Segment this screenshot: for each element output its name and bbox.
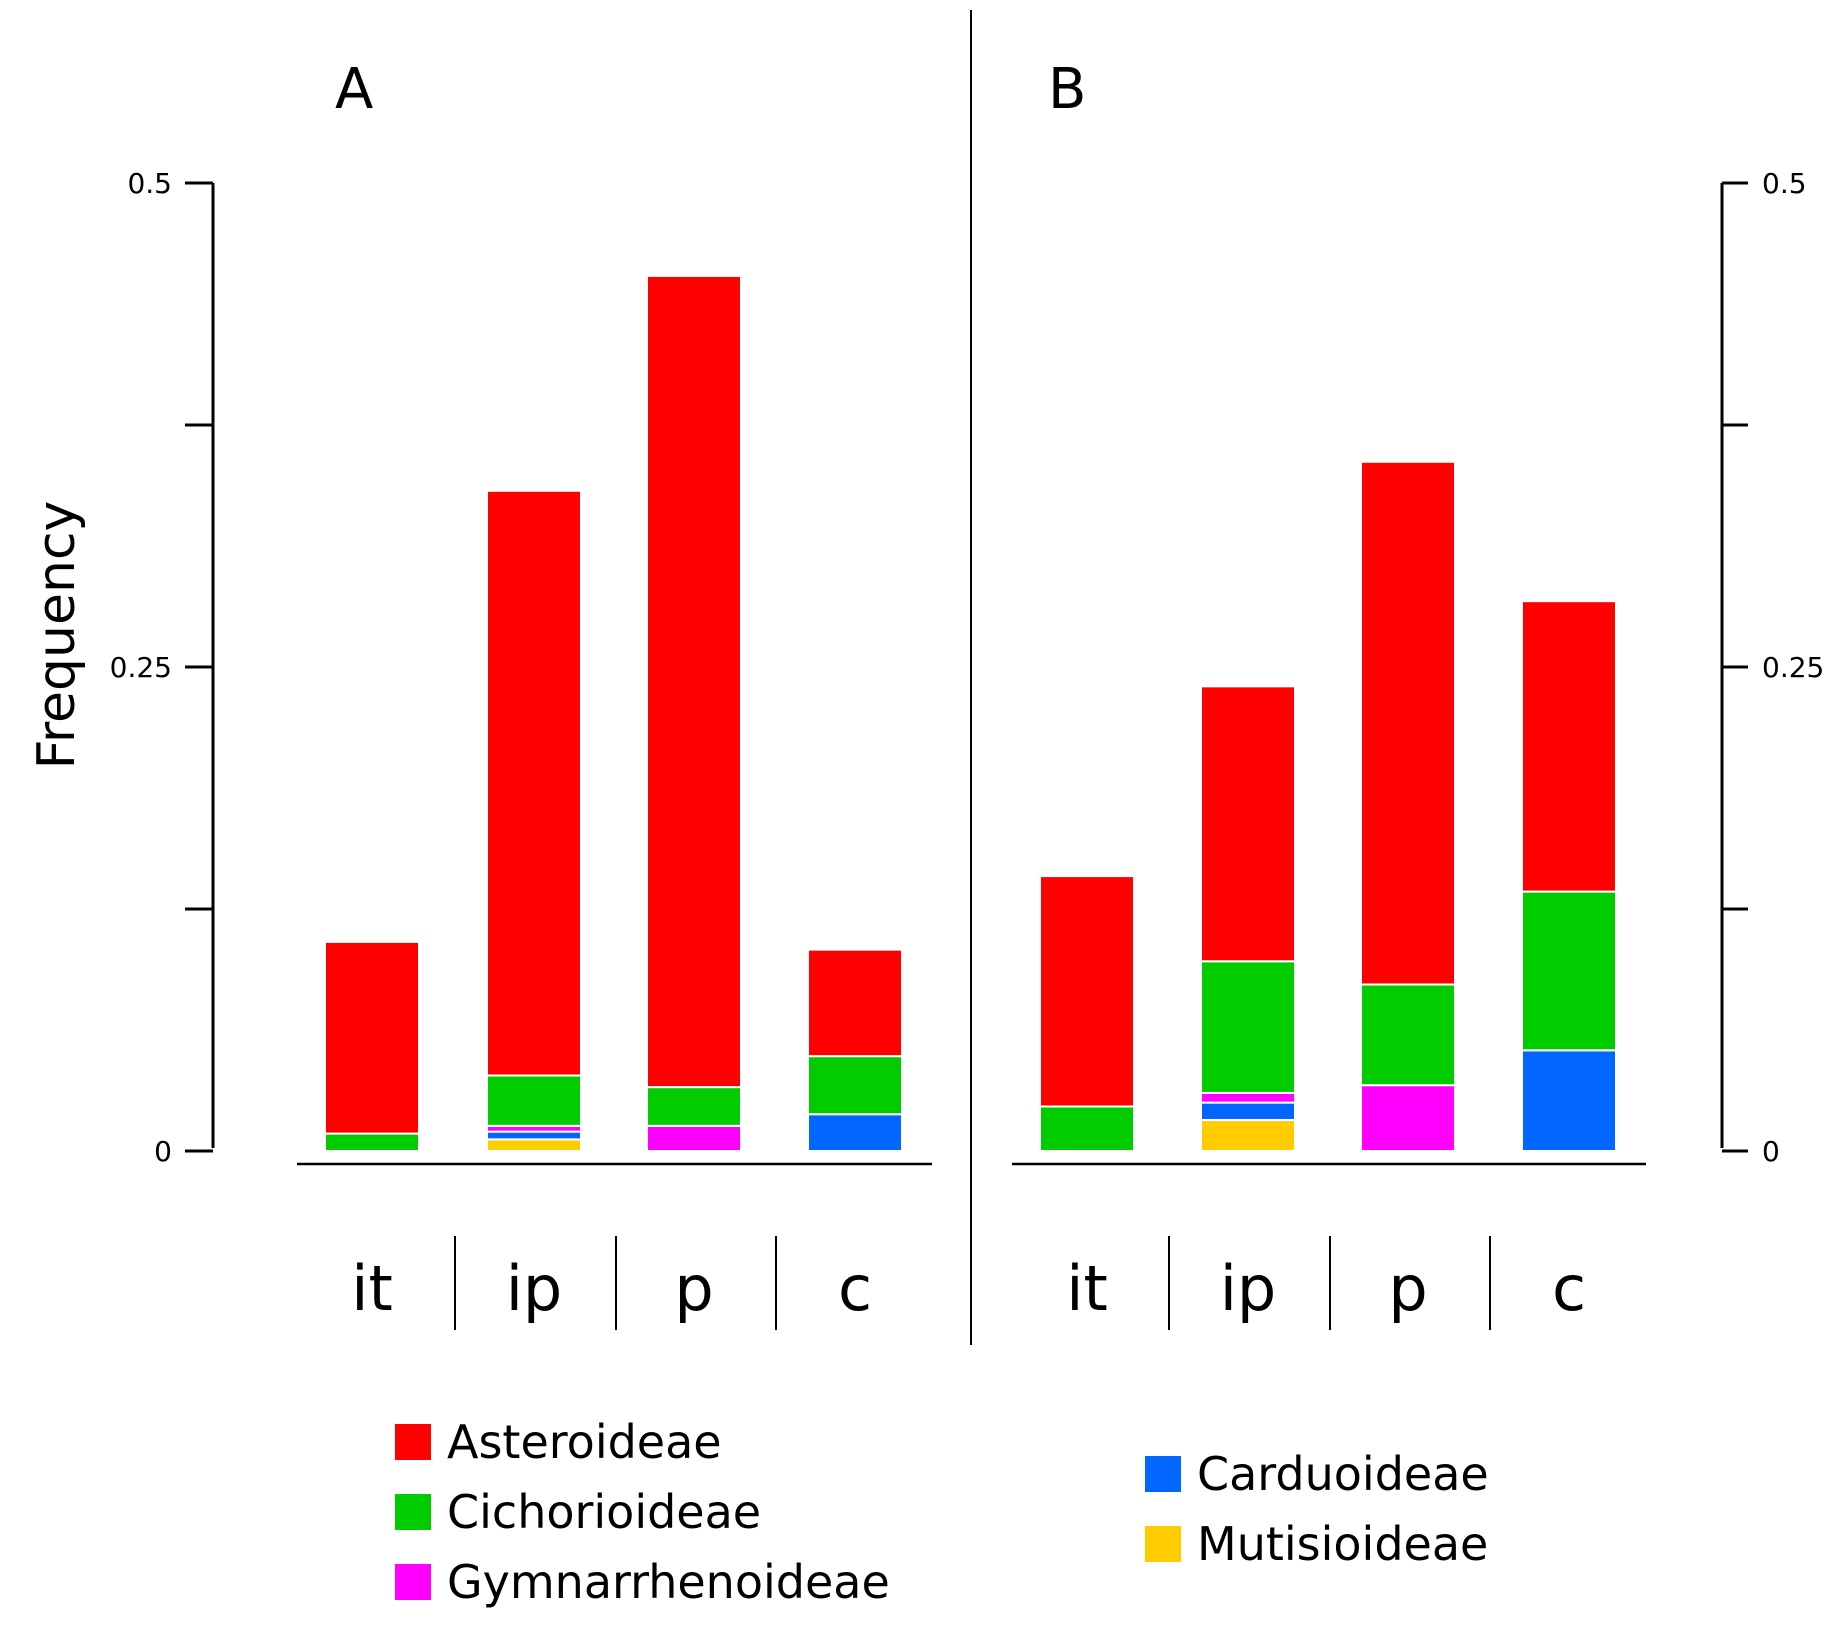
bars-panel-b <box>1039 460 1617 1153</box>
bar-b-ip-cichorioideae <box>1200 960 1296 1094</box>
left-tick-label-2: 0.25 <box>110 651 172 684</box>
left-axis-ticks: 0 0.25 0.5 <box>110 167 213 1168</box>
category-label-a-c: c <box>838 1252 872 1325</box>
y-axis-label: Frequency <box>27 501 87 770</box>
bar-a-p-gymnarrhenoideae <box>646 1124 742 1153</box>
bar-a-c-carduoideae <box>807 1113 903 1152</box>
legend-label-carduoideae: Carduoideae <box>1197 1447 1489 1501</box>
legend: Asteroideae Cichorioideae Gymnarrhenoideae… <box>395 1415 1489 1609</box>
category-label-b-p: p <box>1388 1252 1427 1325</box>
category-label-a-it: it <box>351 1252 393 1325</box>
category-label-b-it: it <box>1066 1252 1108 1325</box>
bar-a-ip-asteroideae <box>486 489 582 1077</box>
category-label-a-p: p <box>674 1252 713 1325</box>
category-labels-b: it ip p c <box>1066 1236 1586 1330</box>
category-label-a-ip: ip <box>506 1252 563 1325</box>
legend-label-mutisioideae: Mutisioideae <box>1197 1517 1488 1571</box>
left-tick-label-4: 0.5 <box>127 167 172 200</box>
legend-swatch-cichorioideae <box>395 1494 431 1530</box>
bar-b-ip-mutisioideae <box>1200 1119 1296 1153</box>
bar-a-ip-cichorioideae <box>486 1074 582 1127</box>
legend-swatch-mutisioideae <box>1145 1526 1181 1562</box>
panel-label-b: B <box>1048 57 1086 122</box>
bar-b-ip-carduoideae <box>1200 1101 1296 1122</box>
bar-b-it-cichorioideae <box>1039 1105 1135 1153</box>
bar-b-c-carduoideae <box>1521 1049 1617 1152</box>
legend-label-gymnarrhenoideae: Gymnarrhenoideae <box>447 1555 890 1609</box>
right-tick-label-4: 0.5 <box>1762 167 1807 200</box>
legend-label-cichorioideae: Cichorioideae <box>447 1485 761 1539</box>
bar-a-ip-mutisioideae <box>486 1138 582 1153</box>
bar-b-ip-gymnarrhenoideae <box>1200 1091 1296 1104</box>
bar-a-p-cichorioideae <box>646 1086 742 1127</box>
left-tick-label-0: 0 <box>154 1135 172 1168</box>
bar-b-ip-asteroideae <box>1200 685 1296 963</box>
bar-a-ip-carduoideae <box>486 1130 582 1141</box>
bar-b-c-cichorioideae <box>1521 890 1617 1052</box>
panel-label-a: A <box>335 57 373 122</box>
legend-swatch-carduoideae <box>1145 1456 1181 1492</box>
bar-a-it-cichorioideae <box>324 1132 420 1153</box>
right-y-axis: 0 0.25 0.5 <box>1720 167 1824 1168</box>
category-label-b-ip: ip <box>1220 1252 1277 1325</box>
bar-b-p-asteroideae <box>1360 460 1456 986</box>
bar-b-p-gymnarrhenoideae <box>1360 1084 1456 1153</box>
category-labels-a: it ip p c <box>351 1236 872 1330</box>
category-label-b-c: c <box>1552 1252 1586 1325</box>
right-tick-label-2: 0.25 <box>1762 651 1824 684</box>
right-tick-label-0: 0 <box>1762 1135 1780 1168</box>
bar-a-it-asteroideae <box>324 940 420 1135</box>
legend-swatch-asteroideae <box>395 1424 431 1460</box>
legend-swatch-gymnarrhenoideae <box>395 1564 431 1600</box>
right-axis-ticks: 0 0.25 0.5 <box>1722 167 1824 1168</box>
left-y-axis: 0 0.25 0.5 <box>110 167 215 1168</box>
bar-a-p-asteroideae <box>646 274 742 1089</box>
bar-a-c-cichorioideae <box>807 1055 903 1116</box>
legend-label-asteroideae: Asteroideae <box>447 1415 722 1469</box>
bars-panel-a <box>324 274 903 1153</box>
bar-b-p-cichorioideae <box>1360 983 1456 1087</box>
bar-a-c-asteroideae <box>807 948 903 1058</box>
bar-b-c-asteroideae <box>1521 600 1617 893</box>
bar-b-it-asteroideae <box>1039 875 1135 1108</box>
